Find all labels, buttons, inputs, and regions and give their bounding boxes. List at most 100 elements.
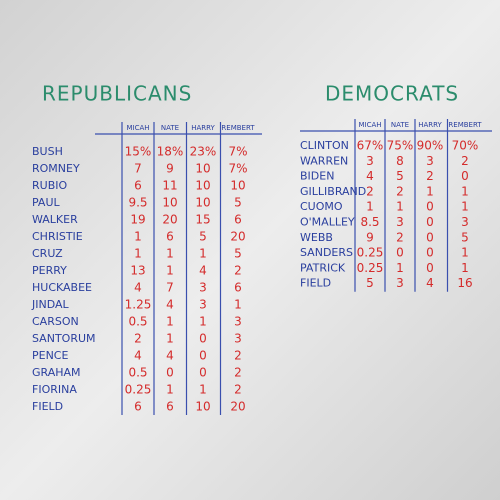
- candidate-name: PAUL: [32, 196, 61, 209]
- poll-value: 90%: [417, 139, 444, 153]
- poll-value: 4: [426, 276, 434, 290]
- poll-value: 5: [199, 230, 207, 244]
- poll-value: 0: [461, 169, 469, 183]
- candidate-name: RUBIO: [32, 179, 67, 192]
- poll-value: 15%: [125, 145, 152, 159]
- poll-value: 1: [461, 261, 469, 275]
- poll-value: 7%: [228, 162, 247, 176]
- poll-value: 0: [426, 261, 434, 275]
- candidate-name: CLINTON: [300, 139, 349, 152]
- poll-value: 6: [134, 400, 142, 414]
- candidate-name: FIELD: [32, 400, 63, 413]
- poll-value: 20: [162, 213, 177, 227]
- poll-value: 3: [396, 215, 404, 229]
- poll-value: 1: [426, 184, 434, 198]
- poll-value: 0: [396, 246, 404, 260]
- candidate-name: O'MALLEY: [300, 216, 355, 229]
- candidate-name: JINDAL: [31, 298, 70, 311]
- poll-value: 3: [366, 154, 374, 168]
- poll-value: 9: [366, 230, 374, 244]
- poll-value: 3: [396, 276, 404, 290]
- column-header: MICAH: [358, 121, 381, 129]
- column-header: HARRY: [418, 121, 442, 129]
- candidate-name: WEBB: [300, 231, 333, 244]
- poll-value: 6: [166, 230, 174, 244]
- poll-value: 2: [234, 366, 242, 380]
- poll-value: 7%: [228, 145, 247, 159]
- poll-value: 1: [166, 264, 174, 278]
- poll-value: 20: [230, 400, 245, 414]
- poll-value: 23%: [190, 145, 217, 159]
- poll-value: 9: [166, 162, 174, 176]
- poll-value: 1: [461, 200, 469, 214]
- poll-value: 67%: [357, 139, 384, 153]
- poll-value: 6: [134, 179, 142, 193]
- poll-value: 6: [234, 281, 242, 295]
- poll-value: 2: [234, 383, 242, 397]
- poll-value: 3: [426, 154, 434, 168]
- candidate-name: BUSH: [32, 145, 63, 158]
- poll-value: 10: [195, 179, 210, 193]
- poll-value: 1: [166, 315, 174, 329]
- column-header: REMBERT: [448, 121, 482, 129]
- poll-value: 0.25: [125, 383, 152, 397]
- poll-value: 0.5: [128, 315, 147, 329]
- poll-value: 0: [199, 349, 207, 363]
- candidate-name: SANTORUM: [32, 332, 96, 345]
- poll-value: 2: [461, 154, 469, 168]
- poll-value: 0: [426, 230, 434, 244]
- candidate-name: CRUZ: [32, 247, 63, 260]
- poll-value: 3: [461, 215, 469, 229]
- column-header: NATE: [391, 121, 409, 129]
- poll-value: 1: [166, 247, 174, 261]
- poll-value: 1.25: [125, 298, 152, 312]
- candidate-name: WARREN: [300, 154, 348, 167]
- poll-value: 5: [234, 196, 242, 210]
- candidate-name: SANDERS: [300, 246, 353, 259]
- poll-value: 1: [461, 246, 469, 260]
- poll-value: 2: [234, 349, 242, 363]
- poll-value: 4: [366, 169, 374, 183]
- poll-value: 7: [166, 281, 174, 295]
- poll-value: 1: [396, 261, 404, 275]
- candidate-name: PATRICK: [300, 261, 346, 274]
- poll-value: 0: [199, 366, 207, 380]
- poll-value: 0: [199, 332, 207, 346]
- republicans-title: REPUBLICANS: [42, 82, 192, 106]
- poll-value: 1: [134, 230, 142, 244]
- poll-value: 3: [234, 315, 242, 329]
- poll-value: 0.5: [128, 366, 147, 380]
- poll-value: 18%: [157, 145, 184, 159]
- poll-value: 0: [426, 246, 434, 260]
- poll-value: 10: [162, 196, 177, 210]
- democrats-title: DEMOCRATS: [325, 82, 459, 106]
- poll-value: 1: [166, 332, 174, 346]
- poll-value: 5: [366, 276, 374, 290]
- poll-value: 6: [234, 213, 242, 227]
- poll-value: 4: [134, 281, 142, 295]
- poll-value: 6: [166, 400, 174, 414]
- poll-value: 1: [199, 383, 207, 397]
- poll-value: 10: [230, 179, 245, 193]
- poll-value: 0.25: [357, 261, 384, 275]
- poll-value: 16: [457, 276, 472, 290]
- candidate-name: WALKER: [32, 213, 78, 226]
- poll-value: 1: [199, 315, 207, 329]
- column-header: MICAH: [126, 124, 149, 132]
- poll-value: 1: [134, 247, 142, 261]
- poll-value: 5: [396, 169, 404, 183]
- poll-value: 1: [199, 247, 207, 261]
- poll-value: 0.25: [357, 246, 384, 260]
- poll-value: 8: [396, 154, 404, 168]
- poll-value: 1: [396, 200, 404, 214]
- column-header: REMBERT: [221, 124, 255, 132]
- candidate-name: GILLIBRAND: [300, 185, 366, 198]
- poll-value: 2: [234, 264, 242, 278]
- candidate-name: CARSON: [32, 315, 79, 328]
- poll-value: 15: [195, 213, 210, 227]
- poll-value: 4: [166, 298, 174, 312]
- column-header: HARRY: [191, 124, 215, 132]
- poll-value: 9.5: [128, 196, 147, 210]
- poll-value: 0: [426, 215, 434, 229]
